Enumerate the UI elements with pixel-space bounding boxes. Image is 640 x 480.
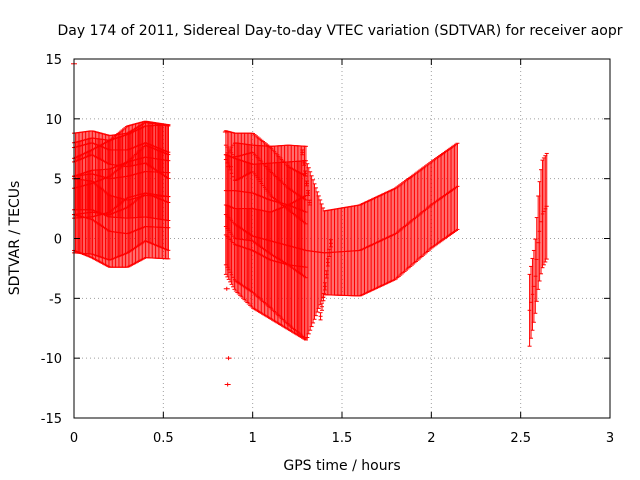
error-bar-track <box>223 195 308 340</box>
chart-title: Day 174 of 2011, Sidereal Day-to-day VTE… <box>57 23 622 39</box>
y-tick-label: -5 <box>49 292 62 307</box>
error-bar-track <box>300 149 312 206</box>
y-tick-label: 0 <box>54 233 62 248</box>
x-tick-label: 2.5 <box>510 431 531 446</box>
error-bar-track <box>318 239 333 321</box>
error-bar-track <box>72 178 171 268</box>
y-axis-label: SDTVAR / TECUs <box>7 181 23 296</box>
y-tick-label: 15 <box>45 53 62 68</box>
x-tick-label: 3 <box>606 431 614 446</box>
y-tick-label: 10 <box>45 113 62 128</box>
data-series <box>71 61 549 387</box>
axis-ticks: 0 0.5 1 1.5 2 2.5 3 -15 -10 -5 0 5 10 15 <box>41 53 614 446</box>
x-tick-label: 2 <box>427 431 435 446</box>
x-tick-label: 0.5 <box>153 431 174 446</box>
error-bar-track <box>527 152 549 347</box>
y-tick-label: 5 <box>54 173 62 188</box>
y-tick-label: -15 <box>41 412 62 427</box>
x-tick-label: 0 <box>70 431 78 446</box>
x-tick-label: 1.5 <box>332 431 353 446</box>
x-tick-label: 1 <box>249 431 257 446</box>
x-axis-label: GPS time / hours <box>283 458 400 474</box>
y-tick-label: -10 <box>41 352 62 367</box>
